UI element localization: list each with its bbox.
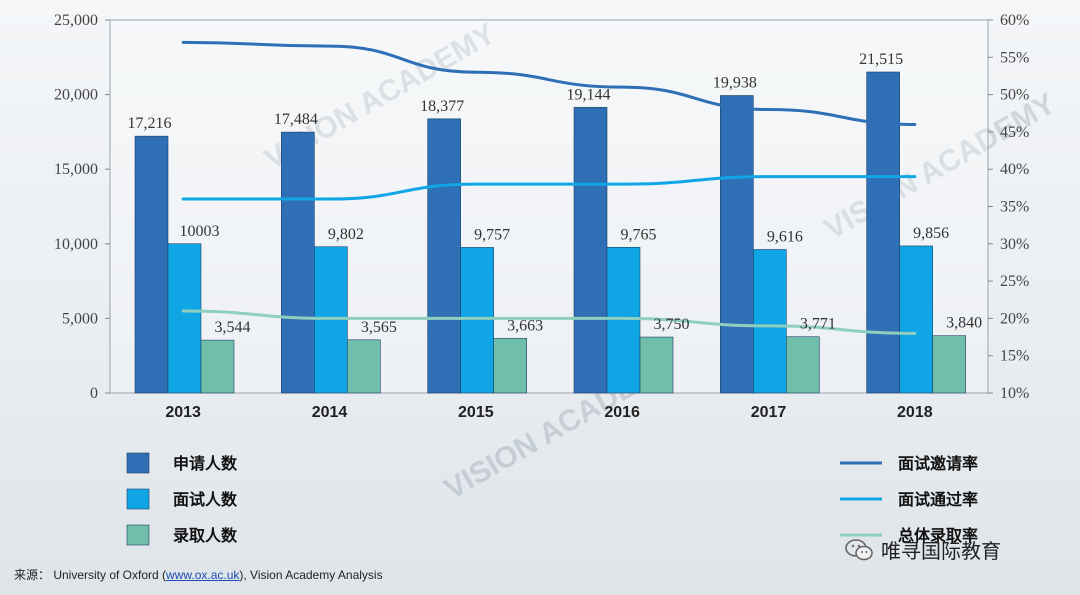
- x-tick-label: 2017: [751, 404, 787, 421]
- series-line: [181, 309, 917, 335]
- data-label: 9,802: [328, 226, 364, 243]
- data-label: 3,771: [800, 316, 836, 333]
- plot-area: [109, 19, 989, 394]
- legend-label: 录取人数: [173, 526, 238, 545]
- bar: [200, 339, 235, 394]
- source-prefix: 来源： University of Oxford (: [14, 568, 167, 582]
- y-tick-label-right: 50%: [1000, 87, 1029, 104]
- brand: 唯寻国际教育: [845, 535, 1001, 564]
- bar: [427, 118, 461, 394]
- data-label: 9,616: [767, 229, 803, 246]
- data-label: 9,757: [474, 226, 510, 243]
- bar: [493, 338, 527, 394]
- series-line: [181, 40, 917, 126]
- data-label: 19,938: [713, 75, 757, 92]
- data-label: 3,565: [361, 319, 397, 336]
- legend-label: 总体录取率: [898, 526, 978, 545]
- legend-swatch: [126, 524, 150, 546]
- data-label: 3,544: [215, 319, 251, 336]
- bar: [753, 249, 787, 394]
- data-label: 10003: [180, 223, 220, 240]
- y-tick-label-left: 0: [90, 385, 98, 402]
- y-tick-label-left: 10,000: [54, 236, 98, 253]
- legend-label: 面试邀请率: [898, 454, 978, 473]
- bar: [460, 247, 494, 394]
- bar: [167, 243, 202, 394]
- legend-label: 申请人数: [173, 454, 238, 473]
- bar: [281, 131, 315, 394]
- data-label: 21,515: [859, 51, 903, 68]
- legend-label: 面试人数: [173, 490, 238, 509]
- legend-swatch: [126, 488, 150, 510]
- y-tick-label-left: 20,000: [54, 87, 98, 104]
- y-tick-label-right: 55%: [1000, 49, 1029, 66]
- bar: [639, 336, 674, 394]
- bar: [347, 339, 381, 394]
- x-tick-label: 2018: [897, 404, 933, 421]
- source-note: 来源： University of Oxford (www.ox.ac.uk),…: [14, 566, 383, 583]
- bar: [573, 107, 608, 394]
- y-tick-label-right: 35%: [1000, 199, 1029, 216]
- data-label: 3,750: [654, 316, 690, 333]
- data-label: 18,377: [420, 98, 464, 115]
- bar: [606, 247, 641, 394]
- legend-label: 面试通过率: [898, 490, 978, 509]
- data-label: 3,663: [507, 317, 543, 334]
- bar: [899, 245, 933, 394]
- y-tick-label-right: 15%: [1000, 348, 1029, 365]
- y-tick-label-right: 25%: [1000, 273, 1029, 290]
- y-tick-label-right: 10%: [1000, 385, 1029, 402]
- data-label: 9,765: [621, 226, 657, 243]
- bar: [932, 335, 966, 394]
- y-tick-label-right: 60%: [1000, 12, 1029, 29]
- bar: [720, 95, 754, 394]
- y-tick-label-right: 30%: [1000, 236, 1029, 253]
- y-tick-label-right: 40%: [1000, 161, 1029, 178]
- source-suffix: ), Vision Academy Analysis: [239, 568, 383, 582]
- bar: [786, 336, 820, 394]
- wechat-icon: [845, 538, 873, 560]
- brand-name: 唯寻国际教育: [881, 539, 1001, 563]
- source-link[interactable]: www.ox.ac.uk: [166, 568, 240, 582]
- bar: [866, 71, 900, 394]
- y-tick-label-right: 45%: [1000, 124, 1029, 141]
- data-label: 17,216: [128, 115, 172, 132]
- y-tick-label-right: 20%: [1000, 310, 1029, 327]
- y-tick-label-left: 15,000: [54, 161, 98, 178]
- x-tick-label: 2016: [604, 404, 640, 421]
- data-label: 9,856: [913, 225, 949, 242]
- data-label: 17,484: [274, 111, 318, 128]
- y-tick-label-left: 5,000: [62, 310, 98, 327]
- series-line: [181, 175, 917, 201]
- x-tick-label: 2014: [312, 404, 348, 421]
- bar: [134, 135, 169, 394]
- y-tick-label-left: 25,000: [54, 12, 98, 29]
- data-label: 19,144: [567, 86, 611, 103]
- x-tick-label: 2013: [165, 404, 201, 421]
- legend-swatch: [126, 452, 150, 474]
- data-label: 3,840: [946, 315, 982, 332]
- x-tick-label: 2015: [458, 404, 494, 421]
